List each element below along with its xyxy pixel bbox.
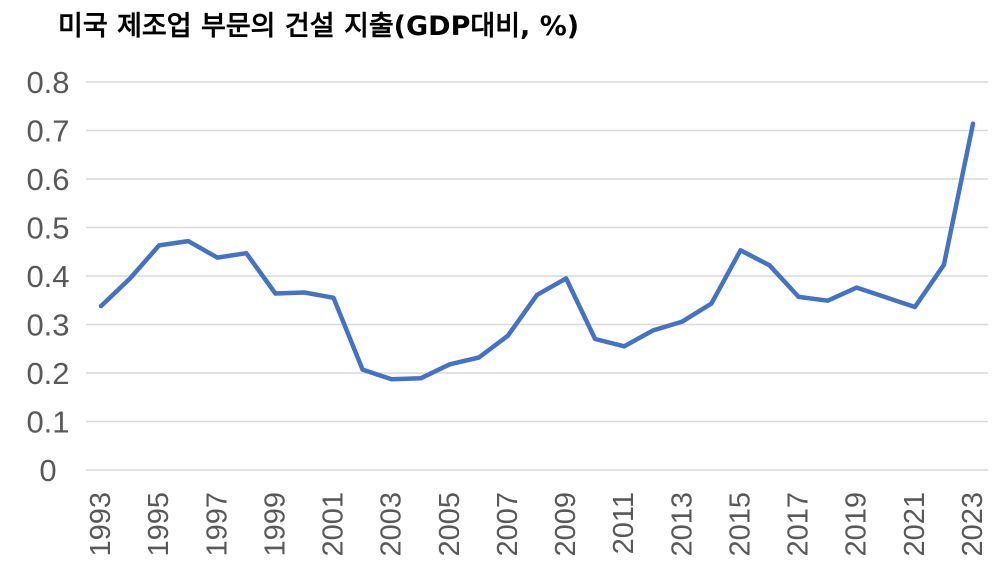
data-point bbox=[99, 304, 103, 309]
series-group bbox=[98, 121, 976, 382]
y-tick-label: 0.3 bbox=[26, 308, 69, 343]
x-tick-label: 2007 bbox=[492, 492, 524, 557]
x-tick-label: 2001 bbox=[318, 492, 350, 557]
data-point bbox=[971, 121, 975, 126]
x-tick-label: 2021 bbox=[899, 492, 931, 557]
data-point bbox=[709, 301, 714, 306]
data-point bbox=[622, 344, 627, 349]
series-line bbox=[98, 121, 976, 382]
data-point bbox=[273, 291, 278, 296]
data-point bbox=[360, 367, 365, 372]
y-tick-label: 0.2 bbox=[26, 356, 69, 391]
data-point bbox=[854, 285, 859, 290]
x-axis-ticks: 1993 1995 1997 1999 2001 2003 2005 2007 2009 2011… bbox=[85, 492, 989, 557]
data-point bbox=[912, 305, 917, 310]
data-point bbox=[157, 243, 162, 248]
data-point bbox=[476, 355, 481, 360]
x-tick-label: 2019 bbox=[841, 492, 873, 557]
x-tick-label: 1993 bbox=[85, 492, 117, 557]
x-tick-label: 2009 bbox=[550, 492, 582, 557]
data-point bbox=[215, 255, 220, 260]
y-tick-label: 0.8 bbox=[26, 65, 69, 100]
data-point bbox=[331, 295, 336, 300]
data-point bbox=[505, 333, 510, 338]
x-tick-label: 2003 bbox=[376, 492, 408, 557]
x-tick-label: 2015 bbox=[724, 492, 756, 557]
data-point bbox=[564, 276, 569, 281]
data-point bbox=[796, 294, 801, 299]
y-tick-label: 0.5 bbox=[26, 211, 69, 246]
y-tick-label: 0.6 bbox=[26, 162, 69, 197]
x-tick-label: 1999 bbox=[259, 492, 291, 557]
x-tick-label: 2023 bbox=[957, 492, 989, 557]
data-point bbox=[941, 262, 946, 267]
y-tick-label: 0.1 bbox=[26, 405, 69, 440]
data-point bbox=[651, 328, 656, 333]
y-tick-label: 0.7 bbox=[26, 114, 69, 149]
y-tick-label: 0 bbox=[39, 453, 56, 488]
chart-title: 미국 제조업 부문의 건설 지출(GDP대비, %) bbox=[58, 11, 580, 42]
data-point bbox=[447, 362, 452, 367]
gridlines bbox=[86, 81, 988, 471]
x-tick-label: 1997 bbox=[201, 492, 233, 557]
data-point bbox=[767, 263, 772, 268]
data-point bbox=[680, 319, 685, 324]
x-tick-label: 2011 bbox=[608, 492, 640, 554]
x-tick-label: 2017 bbox=[783, 492, 815, 557]
data-point bbox=[244, 251, 249, 256]
data-point bbox=[186, 239, 191, 244]
x-tick-label: 2005 bbox=[434, 492, 466, 557]
data-point bbox=[825, 298, 830, 303]
data-point bbox=[593, 337, 598, 342]
data-point bbox=[418, 376, 423, 381]
data-point bbox=[389, 377, 394, 382]
data-point bbox=[128, 276, 133, 281]
data-point bbox=[302, 290, 307, 295]
y-tick-label: 0.4 bbox=[26, 259, 69, 294]
data-point bbox=[883, 295, 888, 300]
x-tick-label: 2013 bbox=[666, 492, 698, 557]
data-point bbox=[535, 292, 539, 297]
data-point bbox=[738, 248, 743, 253]
y-axis-ticks: 0 0.1 0.2 0.3 0.4 0.5 0.6 0.7 0.8 bbox=[26, 65, 69, 488]
x-tick-label: 1995 bbox=[143, 492, 175, 557]
